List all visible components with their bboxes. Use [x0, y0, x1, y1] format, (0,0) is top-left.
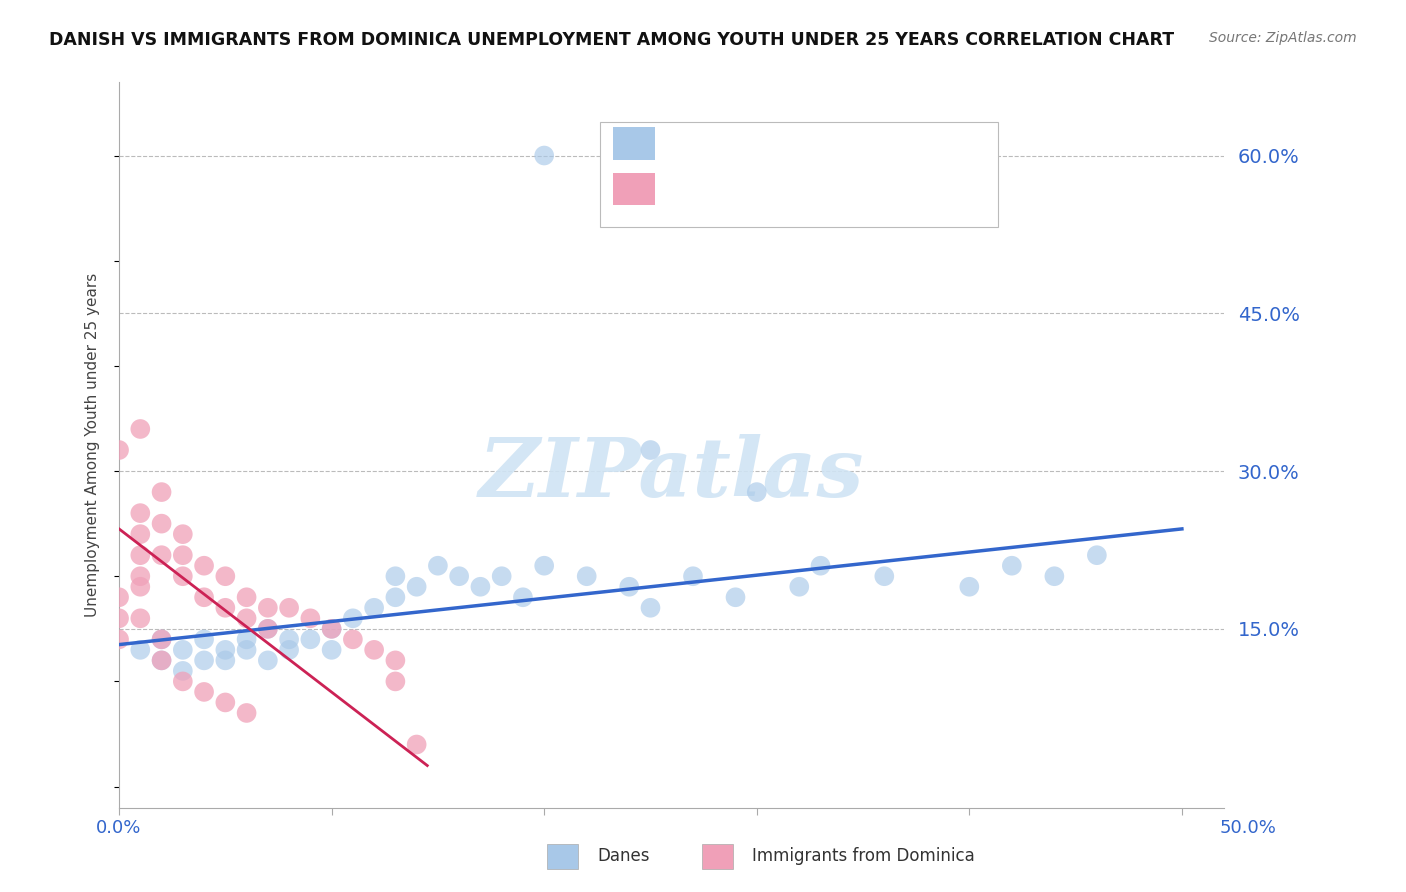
Point: [278, 600, 301, 615]
Point: [449, 569, 471, 583]
Point: [299, 611, 322, 625]
Text: R =   0.159   N = 44: R = 0.159 N = 44: [672, 133, 869, 152]
Point: [1043, 569, 1066, 583]
Point: [214, 695, 236, 709]
Point: [363, 600, 385, 615]
Point: [405, 738, 427, 752]
Point: [193, 653, 215, 667]
Point: [321, 643, 343, 657]
Point: [150, 516, 173, 531]
Text: R = -0.518   N = 39: R = -0.518 N = 39: [672, 180, 865, 199]
Bar: [613, 127, 655, 160]
Point: [193, 685, 215, 699]
Point: [257, 653, 280, 667]
Point: [640, 443, 662, 458]
Point: [787, 580, 810, 594]
Point: [193, 558, 215, 573]
Text: Source: ZipAtlas.com: Source: ZipAtlas.com: [1209, 31, 1357, 45]
Point: [108, 443, 131, 458]
Point: [108, 611, 131, 625]
Point: [235, 632, 257, 647]
Point: [533, 558, 555, 573]
Point: [129, 506, 152, 520]
Point: [1001, 558, 1024, 573]
Point: [129, 548, 152, 562]
Point: [172, 527, 194, 541]
Point: [321, 622, 343, 636]
Point: [682, 569, 704, 583]
Point: [129, 643, 152, 657]
Point: [150, 653, 173, 667]
Point: [724, 591, 747, 605]
Point: [235, 706, 257, 720]
Point: [257, 622, 280, 636]
Point: [214, 569, 236, 583]
Point: [235, 643, 257, 657]
Y-axis label: Unemployment Among Youth under 25 years: Unemployment Among Youth under 25 years: [86, 273, 100, 617]
Text: DANISH VS IMMIGRANTS FROM DOMINICA UNEMPLOYMENT AMONG YOUTH UNDER 25 YEARS CORRE: DANISH VS IMMIGRANTS FROM DOMINICA UNEMP…: [49, 31, 1174, 49]
Point: [172, 643, 194, 657]
Point: [150, 632, 173, 647]
Point: [108, 591, 131, 605]
Point: [810, 558, 832, 573]
Point: [384, 674, 406, 689]
Point: [533, 148, 555, 162]
Point: [342, 632, 364, 647]
Text: Danes: Danes: [598, 847, 650, 865]
Point: [405, 580, 427, 594]
Point: [619, 580, 641, 594]
Point: [257, 622, 280, 636]
Point: [384, 569, 406, 583]
Point: [363, 643, 385, 657]
Point: [426, 558, 449, 573]
Point: [129, 611, 152, 625]
Point: [129, 422, 152, 436]
Point: [278, 632, 301, 647]
Point: [299, 632, 322, 647]
Point: [957, 580, 980, 594]
Point: [1085, 548, 1108, 562]
Bar: [600, 122, 998, 227]
Point: [235, 591, 257, 605]
Point: [150, 632, 173, 647]
Point: [129, 580, 152, 594]
Point: [873, 569, 896, 583]
Point: [745, 485, 768, 500]
Point: [470, 580, 492, 594]
Point: [150, 653, 173, 667]
Point: [491, 569, 513, 583]
Point: [172, 548, 194, 562]
Point: [108, 632, 131, 647]
Point: [575, 569, 598, 583]
Point: [640, 600, 662, 615]
Point: [214, 643, 236, 657]
Point: [214, 600, 236, 615]
Point: [193, 591, 215, 605]
Point: [172, 674, 194, 689]
Point: [235, 611, 257, 625]
Point: [384, 591, 406, 605]
Point: [150, 548, 173, 562]
Point: [172, 664, 194, 678]
Text: 0.0%: 0.0%: [96, 819, 141, 837]
Point: [150, 485, 173, 500]
Point: [278, 643, 301, 657]
Point: [214, 653, 236, 667]
Bar: [613, 173, 655, 205]
Text: Immigrants from Dominica: Immigrants from Dominica: [752, 847, 974, 865]
Text: ZIPatlas: ZIPatlas: [479, 434, 865, 514]
Point: [342, 611, 364, 625]
Text: 50.0%: 50.0%: [1220, 819, 1277, 837]
Point: [193, 632, 215, 647]
Point: [129, 569, 152, 583]
Point: [129, 527, 152, 541]
Point: [257, 600, 280, 615]
Point: [321, 622, 343, 636]
Point: [384, 653, 406, 667]
Point: [172, 569, 194, 583]
Point: [512, 591, 534, 605]
